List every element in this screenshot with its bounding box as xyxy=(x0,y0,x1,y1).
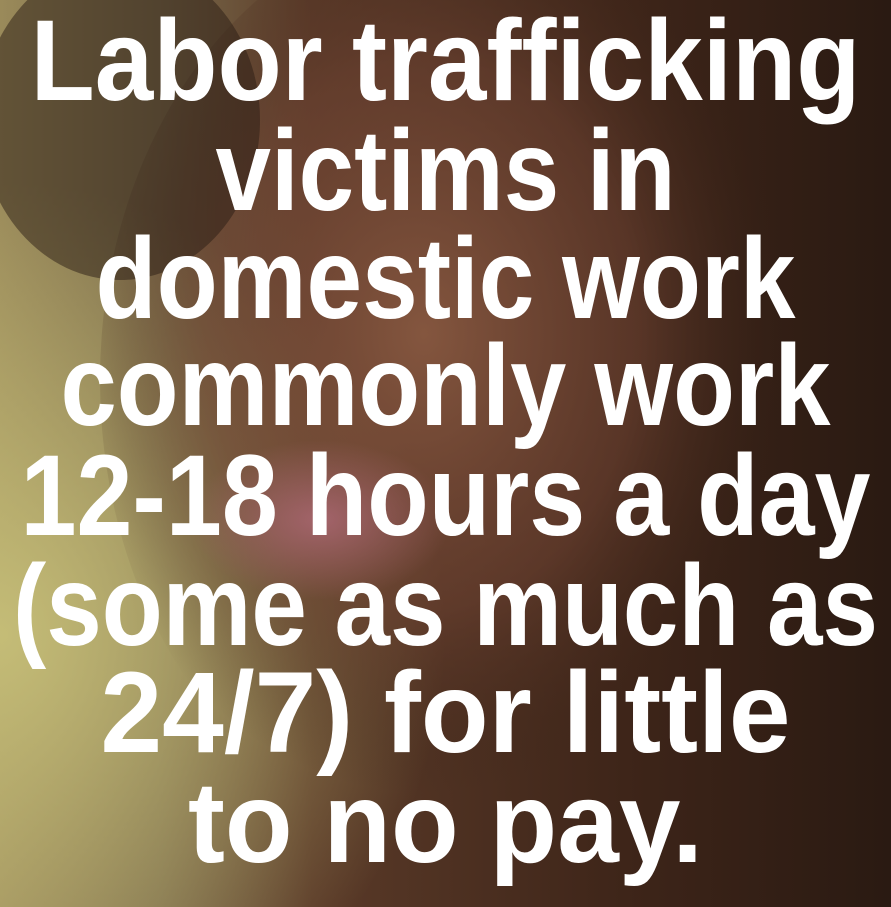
headline-line: domestic work xyxy=(96,215,797,343)
hair xyxy=(0,0,260,280)
headline-line: 24/7) for little xyxy=(101,649,791,777)
headline-line: commonly work xyxy=(61,322,832,450)
headline-line: 12-18 hours a day xyxy=(21,432,871,560)
lips xyxy=(190,440,450,600)
headline-line: Labor trafficking xyxy=(31,0,861,125)
face xyxy=(100,0,820,840)
headline-line: victims in xyxy=(216,107,676,235)
headline-line: (some as much as xyxy=(13,542,878,670)
headline-line: to no pay. xyxy=(188,759,703,887)
